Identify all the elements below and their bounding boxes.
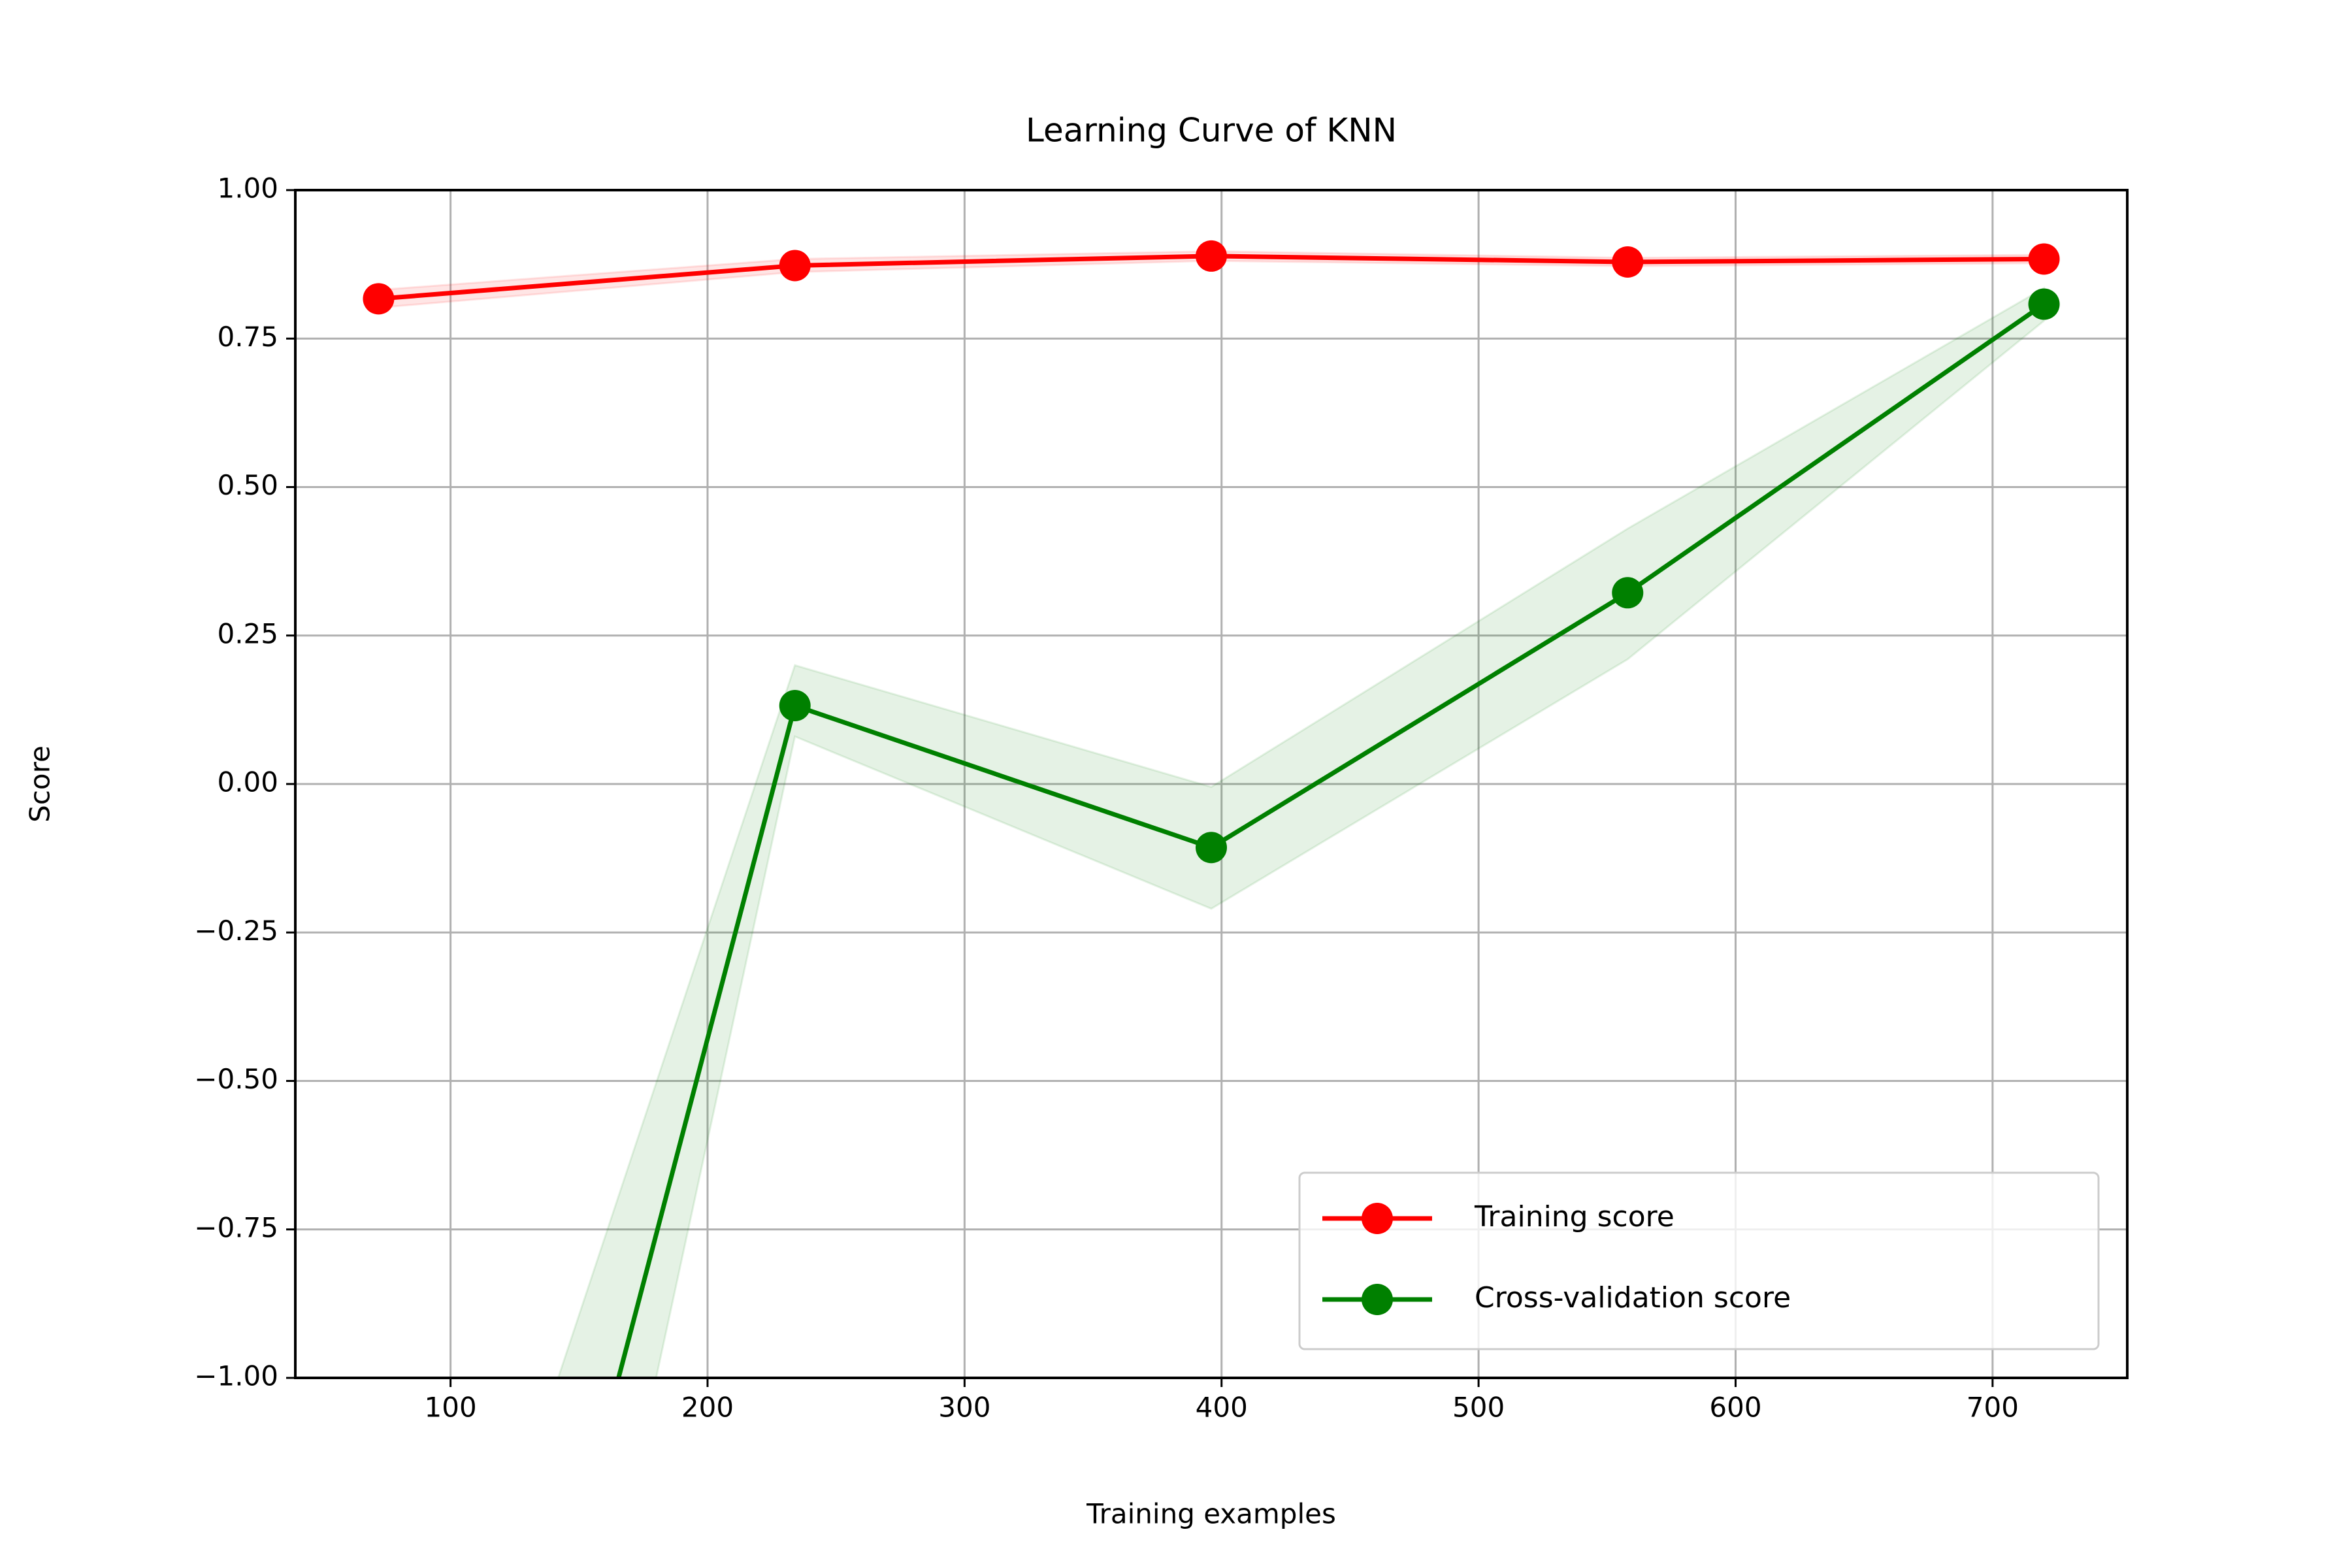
y-tick-label: 0.00 bbox=[217, 766, 278, 798]
x-axis-label: Training examples bbox=[1086, 1498, 1336, 1530]
point bbox=[1612, 246, 1644, 278]
x-tick-label: 700 bbox=[1967, 1392, 2019, 1424]
point bbox=[779, 250, 811, 282]
point bbox=[2028, 288, 2060, 320]
ticks: 100 200 300 400 500 600 700 −1.00 −0.75 −0.50 −0.2… bbox=[194, 172, 2019, 1424]
chart-title: Learning Curve of KNN bbox=[1026, 112, 1397, 150]
legend-marker bbox=[1362, 1284, 1393, 1315]
y-tick-label: −1.00 bbox=[194, 1360, 278, 1392]
y-tick-label: 1.00 bbox=[217, 172, 278, 204]
y-tick-label: 0.50 bbox=[217, 469, 278, 501]
plot-area bbox=[363, 240, 2060, 1378]
y-axis-label: Score bbox=[24, 745, 56, 823]
x-tick-label: 300 bbox=[938, 1392, 990, 1424]
legend-box bbox=[1298, 1171, 2100, 1350]
legend-label: Cross-validation score bbox=[1475, 1281, 1791, 1315]
legend-label: Training score bbox=[1474, 1200, 1674, 1233]
point bbox=[779, 690, 811, 722]
y-tick-label: 0.25 bbox=[217, 617, 278, 649]
legend: Training score Cross-validation score bbox=[1298, 1171, 2100, 1350]
legend-marker bbox=[1362, 1203, 1393, 1234]
x-tick-label: 600 bbox=[1709, 1392, 1761, 1424]
point bbox=[363, 283, 395, 315]
point bbox=[1196, 832, 1227, 864]
y-tick-label: −0.50 bbox=[194, 1063, 278, 1095]
x-tick-label: 400 bbox=[1196, 1392, 1248, 1424]
x-tick-label: 500 bbox=[1452, 1392, 1505, 1424]
y-tick-label: 0.75 bbox=[217, 321, 278, 353]
x-tick-label: 100 bbox=[425, 1392, 477, 1424]
point bbox=[1196, 240, 1227, 272]
y-tick-label: −0.75 bbox=[194, 1211, 278, 1243]
y-tick-label: −0.25 bbox=[194, 915, 278, 947]
point bbox=[2028, 243, 2060, 275]
point bbox=[1612, 577, 1644, 609]
x-tick-label: 200 bbox=[681, 1392, 734, 1424]
